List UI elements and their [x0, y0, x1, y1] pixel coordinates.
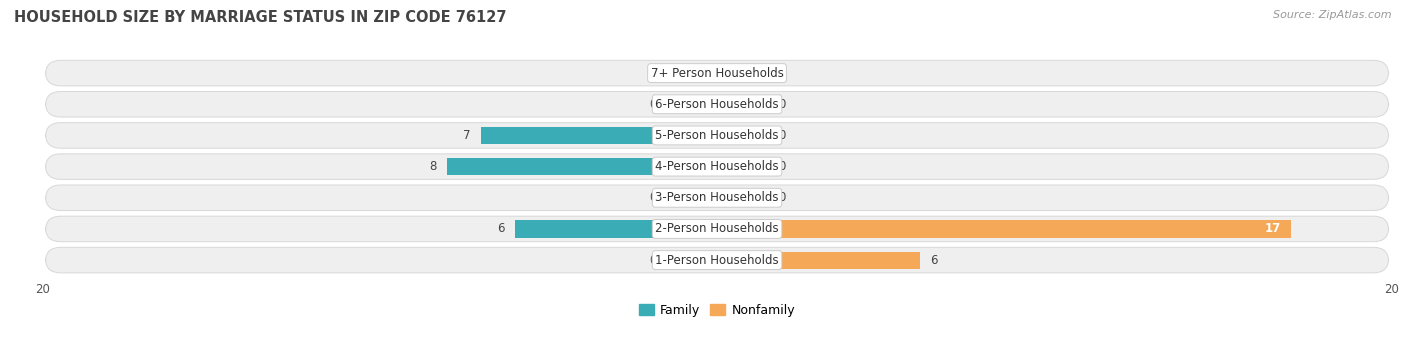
Bar: [666, 65, 717, 82]
FancyBboxPatch shape: [45, 154, 1389, 180]
Bar: [447, 158, 717, 175]
Bar: [717, 96, 768, 113]
Text: 0: 0: [778, 67, 785, 80]
Bar: [717, 220, 1291, 238]
Text: 0: 0: [778, 129, 785, 142]
Bar: [717, 158, 768, 175]
FancyBboxPatch shape: [45, 216, 1389, 242]
Text: 1-Person Households: 1-Person Households: [655, 254, 779, 267]
Text: 0: 0: [778, 160, 785, 173]
Bar: [666, 189, 717, 206]
Bar: [717, 189, 768, 206]
Text: 5-Person Households: 5-Person Households: [655, 129, 779, 142]
Text: 7: 7: [463, 129, 471, 142]
Text: 6: 6: [496, 222, 505, 235]
Text: 3-Person Households: 3-Person Households: [655, 191, 779, 204]
Bar: [666, 96, 717, 113]
Text: 2-Person Households: 2-Person Households: [655, 222, 779, 235]
Text: 0: 0: [650, 191, 657, 204]
Text: HOUSEHOLD SIZE BY MARRIAGE STATUS IN ZIP CODE 76127: HOUSEHOLD SIZE BY MARRIAGE STATUS IN ZIP…: [14, 10, 506, 25]
Bar: [717, 252, 920, 269]
Bar: [717, 65, 768, 82]
Text: 0: 0: [650, 98, 657, 111]
Text: 8: 8: [430, 160, 437, 173]
Text: 0: 0: [650, 254, 657, 267]
Bar: [717, 127, 768, 144]
Text: Source: ZipAtlas.com: Source: ZipAtlas.com: [1274, 10, 1392, 20]
Text: 6-Person Households: 6-Person Households: [655, 98, 779, 111]
Bar: [666, 252, 717, 269]
Text: 0: 0: [778, 98, 785, 111]
FancyBboxPatch shape: [45, 91, 1389, 117]
Text: 0: 0: [650, 67, 657, 80]
Text: 7+ Person Households: 7+ Person Households: [651, 67, 783, 80]
FancyBboxPatch shape: [45, 60, 1389, 86]
Text: 0: 0: [778, 191, 785, 204]
Text: 6: 6: [929, 254, 938, 267]
Legend: Family, Nonfamily: Family, Nonfamily: [634, 299, 800, 322]
Text: 4-Person Households: 4-Person Households: [655, 160, 779, 173]
FancyBboxPatch shape: [45, 185, 1389, 210]
FancyBboxPatch shape: [45, 123, 1389, 148]
Bar: [481, 127, 717, 144]
Text: 17: 17: [1264, 222, 1281, 235]
FancyBboxPatch shape: [45, 247, 1389, 273]
Bar: [515, 220, 717, 238]
